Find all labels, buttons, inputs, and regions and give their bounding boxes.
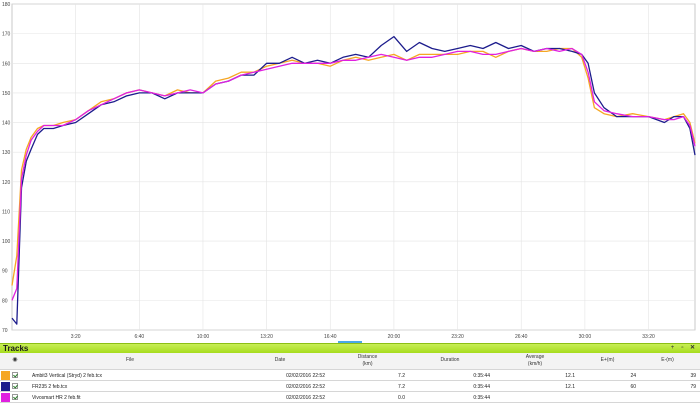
y-tick-label: 170 — [2, 32, 11, 38]
x-tick-label: 10:00 — [197, 334, 210, 340]
col-e-minus[interactable]: E-(m) — [661, 357, 674, 363]
tracks-panel-header: Tracks + ▫ ✕ — [0, 343, 700, 353]
track-average: 12.1 — [565, 373, 575, 379]
track-date: 02/02/2016 22:52 — [286, 395, 325, 401]
track-e-plus: 60 — [630, 384, 636, 390]
track-duration: 0:35:44 — [473, 395, 490, 401]
tracks-panel-title: Tracks — [3, 344, 29, 353]
track-distance: 7.2 — [398, 384, 405, 390]
col-duration[interactable]: Duration — [440, 357, 460, 363]
y-tick-label: 110 — [2, 209, 10, 215]
close-icon[interactable]: ✕ — [689, 345, 696, 351]
tracks-table: ◉ File Date Distance (km) Duration Avera… — [0, 353, 700, 413]
col-distance-unit: (km) — [362, 361, 373, 367]
track-file: Ambit3 Vertical (Stryd) 2 feb.tcx — [32, 373, 103, 379]
col-file[interactable]: File — [125, 357, 135, 363]
tracks-table-header: ◉ File Date Distance (km) Duration Avera… — [0, 353, 700, 370]
track-row[interactable]: FR235 2 feb.tcx 02/02/2016 22:52 7.2 0:3… — [0, 381, 700, 392]
x-tick-label: 16:40 — [324, 334, 337, 340]
track-row[interactable]: Ambit3 Vertical (Stryd) 2 feb.tcx 02/02/… — [0, 370, 700, 381]
plot-frame — [11, 3, 696, 331]
track-e-minus: 39 — [690, 373, 696, 379]
track-color-swatch[interactable] — [1, 371, 10, 380]
y-tick-label: 70 — [2, 328, 8, 334]
y-tick-label: 120 — [2, 180, 11, 186]
y-tick-label: 90 — [2, 269, 8, 275]
y-tick-label: 160 — [2, 61, 11, 67]
col-date[interactable]: Date — [274, 357, 286, 363]
track-visible-checkbox[interactable] — [12, 372, 18, 378]
track-date: 02/02/2016 22:52 — [286, 384, 325, 390]
eye-icon[interactable]: ◉ — [12, 357, 18, 363]
x-tick-label: 6:40 — [134, 334, 144, 340]
y-tick-label: 80 — [2, 298, 8, 304]
chart-scroll-indicator[interactable] — [338, 341, 362, 343]
track-file: FR235 2 feb.tcx — [32, 384, 68, 390]
col-distance[interactable]: Distance — [357, 354, 378, 360]
x-tick-label: 30:00 — [579, 334, 592, 340]
pin-icon[interactable]: + — [670, 345, 675, 351]
track-e-minus: 79 — [690, 384, 696, 390]
track-color-swatch[interactable] — [1, 382, 10, 391]
col-average[interactable]: Average — [525, 354, 545, 360]
x-tick-label: 20:00 — [388, 334, 401, 340]
track-distance: 7.2 — [398, 373, 405, 379]
track-row[interactable]: Vivosmart HR 2 feb.fit 02/02/2016 22:52 … — [0, 392, 700, 403]
y-tick-label: 100 — [2, 239, 11, 245]
heart-rate-chart[interactable]: 70 80 90 100 110 120 130 140 150 160 170 180 3:20 6:4… — [0, 0, 700, 343]
chart-svg: 70 80 90 100 110 120 130 140 150 160 170 180 3:20 6:4… — [2, 2, 696, 340]
col-e-plus[interactable]: E+(m) — [600, 357, 615, 363]
track-visible-checkbox[interactable] — [12, 394, 18, 400]
series-line — [11, 47, 696, 301]
x-tick-label: 3:20 — [71, 334, 81, 340]
float-icon[interactable]: ▫ — [681, 345, 684, 351]
x-tick-label: 23:20 — [451, 334, 464, 340]
y-tick-label: 130 — [2, 150, 11, 156]
track-average: 12.1 — [565, 384, 575, 390]
x-tick-label: 26:40 — [515, 334, 528, 340]
track-duration: 0:35:44 — [473, 384, 490, 390]
y-tick-label: 140 — [2, 121, 11, 127]
track-distance: 0.0 — [398, 395, 405, 401]
track-date: 02/02/2016 22:52 — [286, 373, 325, 379]
track-file: Vivosmart HR 2 feb.fit — [32, 395, 81, 401]
track-color-swatch[interactable] — [1, 393, 10, 402]
y-tick-label: 180 — [2, 2, 11, 8]
y-tick-label: 150 — [2, 91, 11, 97]
x-tick-label: 33:20 — [642, 334, 655, 340]
track-visible-checkbox[interactable] — [12, 383, 18, 389]
track-e-plus: 24 — [630, 373, 636, 379]
col-average-unit: (km/h) — [527, 361, 543, 367]
series-line — [11, 35, 696, 325]
track-duration: 0:35:44 — [473, 373, 490, 379]
x-tick-label: 13:20 — [260, 334, 273, 340]
